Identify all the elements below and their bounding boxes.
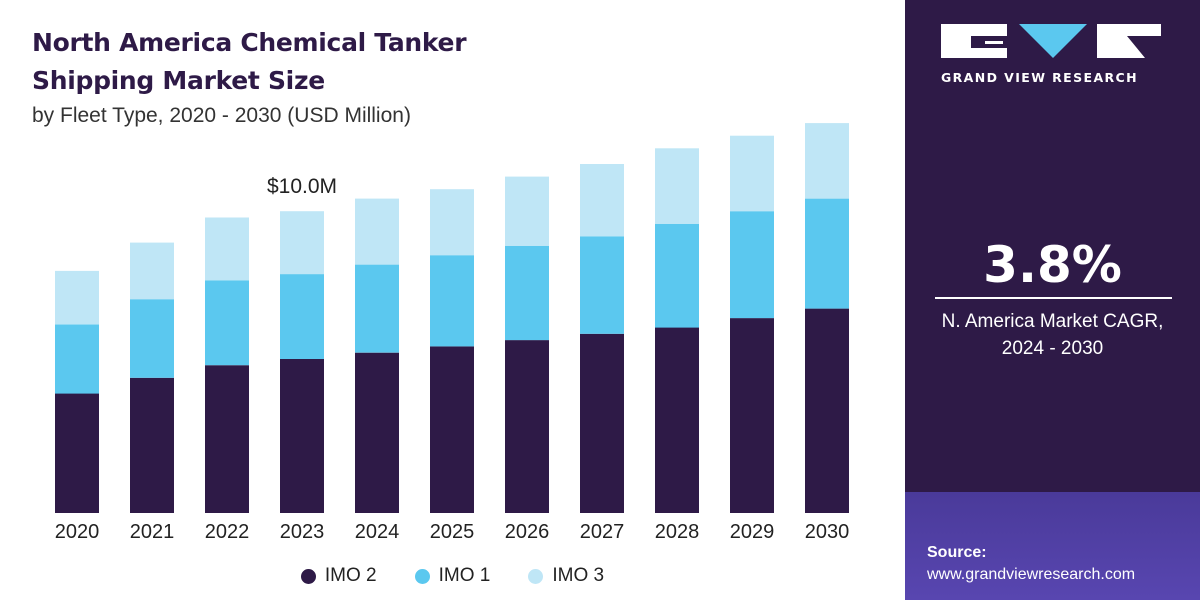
x-tick-label-2028: 2028 bbox=[655, 521, 700, 543]
legend-swatch-imo-3 bbox=[528, 568, 544, 584]
legend-label-imo-3: IMO 3 bbox=[552, 565, 605, 586]
bar-imo-3-2030 bbox=[805, 123, 849, 199]
bar-imo-2-2026 bbox=[505, 340, 549, 513]
bar-imo-3-2029 bbox=[730, 135, 774, 212]
x-tick-label-2027: 2027 bbox=[580, 521, 625, 543]
bar-imo-2-2021 bbox=[130, 377, 174, 513]
chart-title: North America Chemical Tanker Shipping M… bbox=[32, 28, 467, 95]
cagr-label: N. America Market CAGR, 2024 - 2030 bbox=[905, 308, 1200, 362]
side-panel: GRAND VIEW RESEARCH 3.8% N. America Mark… bbox=[905, 0, 1200, 600]
gvr-logo-icon bbox=[941, 24, 1161, 58]
cagr-value: 3.8% bbox=[983, 236, 1122, 294]
bar-imo-2-2022 bbox=[205, 365, 249, 513]
bar-imo-1-2028 bbox=[655, 223, 699, 328]
x-tick-label-2030: 2030 bbox=[805, 521, 850, 543]
bar-imo-3-2027 bbox=[580, 164, 624, 237]
legend-swatch-imo-1 bbox=[414, 568, 430, 584]
bar-imo-2-2027 bbox=[580, 333, 624, 513]
chart-subtitle: by Fleet Type, 2020 - 2030 (USD Million) bbox=[32, 104, 411, 127]
source-title: Source: bbox=[927, 544, 987, 561]
bar-imo-1-2023 bbox=[280, 274, 324, 359]
bar-imo-1-2029 bbox=[730, 211, 774, 319]
bar-imo-2-2030 bbox=[805, 308, 849, 513]
x-tick-label-2024: 2024 bbox=[355, 521, 400, 543]
source-url[interactable]: www.grandviewresearch.com bbox=[927, 566, 1136, 583]
x-tick-label-2020: 2020 bbox=[55, 521, 100, 543]
bar-imo-3-2020 bbox=[55, 270, 99, 325]
bar-imo-1-2021 bbox=[130, 299, 174, 378]
x-tick-label-2026: 2026 bbox=[505, 521, 550, 543]
bar-imo-2-2023 bbox=[280, 358, 324, 513]
chart-area: North America Chemical Tanker Shipping M… bbox=[0, 28, 905, 590]
bar-imo-2-2020 bbox=[55, 393, 99, 513]
stacked-bar-chart: 2020 2021 2022 2023 2024 2025 2026 2027 2028 2029… bbox=[55, 123, 850, 543]
bar-imo-1-2022 bbox=[205, 280, 249, 366]
bar-imo-1-2030 bbox=[805, 198, 849, 309]
bar-imo-3-2028 bbox=[655, 148, 699, 224]
brand-name: GRAND VIEW RESEARCH bbox=[941, 70, 1138, 85]
data-label-2023: $10.0M bbox=[267, 175, 337, 198]
x-tick-label-2025: 2025 bbox=[430, 521, 475, 543]
bar-imo-3-2025 bbox=[430, 189, 474, 256]
bar-imo-2-2029 bbox=[730, 318, 774, 513]
bar-imo-1-2025 bbox=[430, 255, 474, 347]
bar-imo-3-2021 bbox=[130, 242, 174, 300]
bar-imo-2-2025 bbox=[430, 346, 474, 513]
legend: IMO 2 IMO 1 IMO 3 bbox=[0, 562, 905, 590]
brand-logo: GRAND VIEW RESEARCH bbox=[941, 22, 1161, 85]
legend-label-imo-2: IMO 2 bbox=[324, 565, 377, 586]
bar-imo-3-2023 bbox=[280, 211, 324, 275]
bar-imo-1-2027 bbox=[580, 236, 624, 334]
x-tick-label-2029: 2029 bbox=[730, 521, 775, 543]
x-tick-label-2022: 2022 bbox=[205, 521, 250, 543]
x-tick-label-2023: 2023 bbox=[280, 521, 325, 543]
bar-imo-2-2028 bbox=[655, 327, 699, 513]
bar-imo-1-2024 bbox=[355, 264, 399, 353]
source-block: Source: www.grandviewresearch.com bbox=[905, 492, 1200, 600]
cagr-label-line-1: N. America Market CAGR, bbox=[941, 311, 1164, 332]
cagr-divider bbox=[935, 297, 1172, 299]
bar-imo-3-2026 bbox=[505, 176, 549, 246]
legend-item-imo-2: IMO 2 bbox=[300, 565, 377, 587]
cagr-label-line-2: 2024 - 2030 bbox=[1001, 338, 1104, 359]
legend-label-imo-1: IMO 1 bbox=[438, 565, 491, 586]
bar-imo-2-2024 bbox=[355, 352, 399, 513]
bar-imo-1-2020 bbox=[55, 324, 99, 394]
bar-imo-3-2022 bbox=[205, 217, 249, 281]
bar-imo-3-2024 bbox=[355, 198, 399, 265]
legend-item-imo-1: IMO 1 bbox=[414, 565, 491, 587]
legend-swatch-imo-2 bbox=[300, 568, 316, 584]
legend-item-imo-3: IMO 3 bbox=[528, 565, 604, 587]
bar-imo-1-2026 bbox=[505, 245, 549, 341]
x-tick-label-2021: 2021 bbox=[130, 521, 175, 543]
